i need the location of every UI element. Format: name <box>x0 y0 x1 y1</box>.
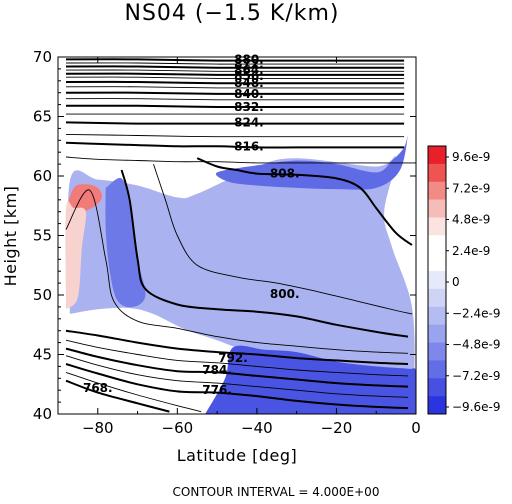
contour-label-872: 872. <box>234 57 264 71</box>
y-tick-label: 45 <box>33 346 52 364</box>
contour-line-856 <box>65 72 405 76</box>
shading-polar-weak-positive-region <box>65 201 87 310</box>
colorbar-swatch <box>428 163 446 183</box>
x-tick-label: −20 <box>321 419 353 437</box>
contour-line-840 <box>65 91 405 95</box>
contour-line-812 <box>65 156 416 164</box>
colorbar-swatch <box>428 378 446 397</box>
colorbar-swatch <box>428 342 446 361</box>
colorbar-swatch <box>428 271 446 290</box>
colorbar: 9.6e-9 7.2e-9 4.8e-9 2.4e-9 0 −2.4e-9 −4.8e-9 −… <box>427 145 501 415</box>
colorbar-swatch <box>428 324 446 343</box>
colorbar-swatch <box>428 288 446 308</box>
contour-line-848 <box>65 80 405 85</box>
colorbar-swatch <box>428 235 446 254</box>
colorbar-label: 0 <box>452 275 460 289</box>
colorbar-swatch <box>428 253 446 272</box>
y-tick-label: 40 <box>33 405 52 423</box>
colorbar-label: 9.6e-9 <box>452 150 490 164</box>
contour-line-808 <box>196 157 413 246</box>
x-tick-label: −80 <box>82 419 114 437</box>
contour-line-816 <box>65 141 405 149</box>
contour-line-800 <box>120 169 409 338</box>
contour-label-832: 832. <box>234 100 264 114</box>
contour-label-856: 856. <box>234 69 264 83</box>
contour-line-844 <box>65 86 405 89</box>
x-axis-label: Latitude [deg] <box>177 446 298 465</box>
colorbar-swatch <box>428 396 446 415</box>
contour-label-776: 776. <box>202 383 232 397</box>
chart-title: NS04 (−1.5 K/km) <box>125 1 340 26</box>
x-tick-label: −60 <box>162 419 194 437</box>
contour-label-880: 880. <box>234 52 264 66</box>
contour-line-852 <box>65 76 405 79</box>
contour-line-832 <box>65 104 405 109</box>
shading-polar-positive-region <box>66 184 102 213</box>
contour-line-804 <box>153 163 413 315</box>
colorbar-swatch <box>428 217 446 236</box>
shading-main-negative-region <box>67 156 415 387</box>
y-tick-label: 65 <box>33 108 52 126</box>
colorbar-label: −7.2e-9 <box>452 369 501 383</box>
contour-line-776 <box>65 363 409 410</box>
contour-label-792: 792. <box>218 351 248 365</box>
contour-line-772 <box>65 371 202 413</box>
contour-label-816: 816. <box>234 139 264 153</box>
x-tick-label: 0 <box>411 419 421 437</box>
contour-label-808: 808. <box>270 167 300 181</box>
contour-line-768 <box>65 379 170 413</box>
contour-line-792 <box>65 329 409 365</box>
colorbar-swatch <box>428 360 446 379</box>
y-tick-label: 55 <box>33 227 52 245</box>
contour-label-768: 768. <box>83 381 113 395</box>
contour-line-784 <box>65 347 409 388</box>
colorbar-label: 2.4e-9 <box>452 244 490 258</box>
contour-interval-footer: CONTOUR INTERVAL = 4.000E+00 <box>173 485 380 499</box>
contour-line-864 <box>65 65 405 69</box>
y-tick-label: 70 <box>33 48 52 66</box>
y-tick-label: 50 <box>33 286 52 304</box>
contour-label-800: 800. <box>270 287 300 301</box>
colorbar-label: 7.2e-9 <box>452 181 490 195</box>
x-tick-label: −40 <box>241 419 273 437</box>
contour-label-864: 864. <box>234 63 264 77</box>
colorbar-label: −9.6e-9 <box>452 400 501 414</box>
colorbar-swatch <box>428 306 446 325</box>
contour-label-824: 824. <box>234 115 264 129</box>
y-tick-label: 60 <box>33 167 52 185</box>
contour-line-780 <box>65 355 409 398</box>
contour-line-860 <box>65 69 405 72</box>
colorbar-label: 4.8e-9 <box>452 213 490 227</box>
contour-label-784: 784. <box>202 363 232 377</box>
contour-label-848: 848. <box>234 76 264 90</box>
contour-line-796 <box>65 189 409 354</box>
colorbar-swatch <box>428 199 446 218</box>
y-axis-label: Height [km] <box>1 186 20 287</box>
colorbar-swatch <box>428 181 446 200</box>
colorbar-swatch <box>428 146 446 165</box>
contour-line-824 <box>65 121 405 125</box>
contour-label-layer: 768. 776. 784.792. 800. 808. 816. 824.832.840.… <box>83 52 300 397</box>
shading-polar-negative-core <box>105 177 146 308</box>
contour-line-836 <box>65 98 405 101</box>
contour-layer <box>65 58 416 413</box>
contour-line-868 <box>65 62 405 65</box>
contour-line-788 <box>65 339 409 377</box>
contour-line-820 <box>65 133 405 138</box>
contour-line-872 <box>65 58 405 62</box>
colorbar-label: −4.8e-9 <box>452 338 501 352</box>
contour-label-840: 840. <box>234 87 264 101</box>
colorbar-label: −2.4e-9 <box>452 306 501 320</box>
colorbar-frame <box>427 145 447 415</box>
axes-layer: −80 −60 −40 −20 0 40 45 50 55 60 65 70 <box>33 48 421 437</box>
shading-upper-negative-band <box>215 132 409 190</box>
